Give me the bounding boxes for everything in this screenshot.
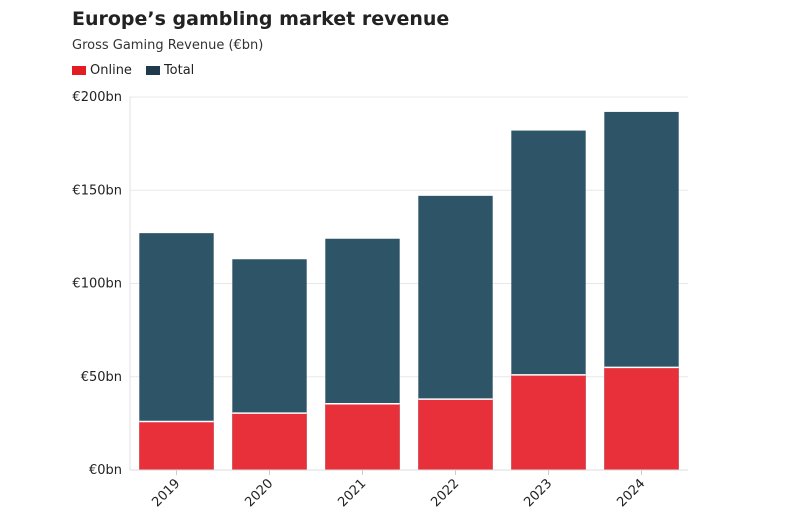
legend-label-online: Online <box>90 63 132 78</box>
bar-online-2021 <box>325 403 400 470</box>
y-tick-label: €200bn <box>72 90 122 105</box>
chart-title: Europe’s gambling market revenue <box>72 8 450 30</box>
bar-online-2019 <box>139 421 214 470</box>
bar-online-2023 <box>511 374 586 470</box>
y-tick-label: €50bn <box>81 370 122 385</box>
bar-online-2020 <box>232 413 307 470</box>
y-tick-label: €0bn <box>89 463 122 478</box>
x-tick-label: 2024 <box>614 476 648 510</box>
x-tick-label: 2019 <box>149 476 183 510</box>
legend-item-online[interactable]: Online <box>72 63 132 78</box>
legend-swatch-total <box>145 66 160 75</box>
x-tick-label: 2020 <box>242 476 276 510</box>
legend-swatch-online <box>72 66 86 75</box>
x-tick-label: 2023 <box>521 476 555 510</box>
bar-online-2024 <box>604 367 679 470</box>
legend-item-total[interactable]: Total <box>145 63 195 78</box>
y-tick-label: €100bn <box>72 277 122 292</box>
chart-subtitle: Gross Gaming Revenue (€bn) <box>72 38 264 53</box>
chart-legend: Online Total <box>72 63 194 78</box>
bar-online-2022 <box>418 399 493 470</box>
y-tick-label: €150bn <box>72 183 122 198</box>
x-tick-label: 2022 <box>428 476 462 510</box>
x-tick-label: 2021 <box>335 476 369 510</box>
legend-label-total: Total <box>163 63 195 78</box>
